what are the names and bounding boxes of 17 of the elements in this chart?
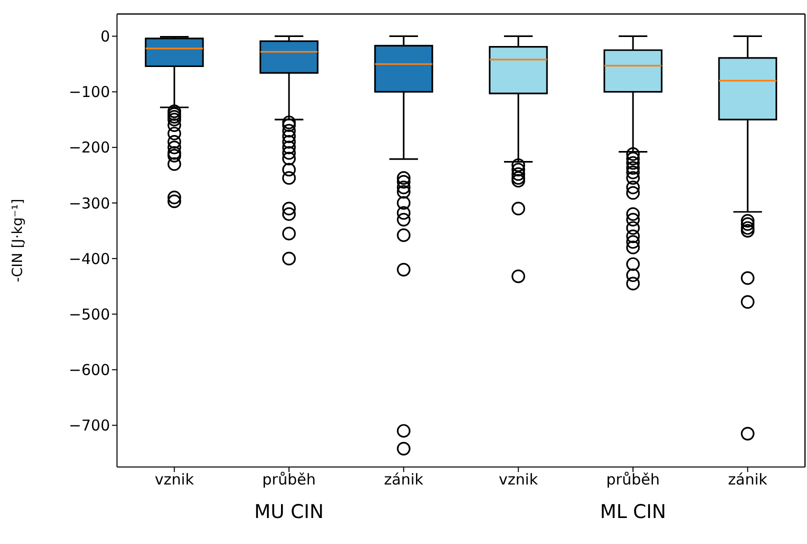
y-tick-label: −400 xyxy=(68,250,110,268)
y-tick-label: 0 xyxy=(100,28,110,46)
text: MU CIN xyxy=(253,501,325,523)
x-tick-label: průběh xyxy=(606,470,660,489)
y-tick-label: −300 xyxy=(68,194,110,212)
y-tick-label: −600 xyxy=(68,361,110,380)
x-tick-label: průběh xyxy=(262,470,316,489)
x-tick-label: vznik xyxy=(498,470,538,489)
x-tick-label: vznik xyxy=(154,470,194,489)
x-tick-label: zánik xyxy=(728,470,768,489)
y-tick-label: −700 xyxy=(68,416,110,435)
y-tick-label: −100 xyxy=(68,83,110,102)
text: ML CIN xyxy=(598,501,668,523)
y-axis-title: -CIN [J·kg⁻¹] xyxy=(10,198,26,282)
y-tick-label: −500 xyxy=(68,305,110,324)
y-tick-label: −200 xyxy=(68,138,110,157)
x-tick-label: zánik xyxy=(384,470,424,489)
